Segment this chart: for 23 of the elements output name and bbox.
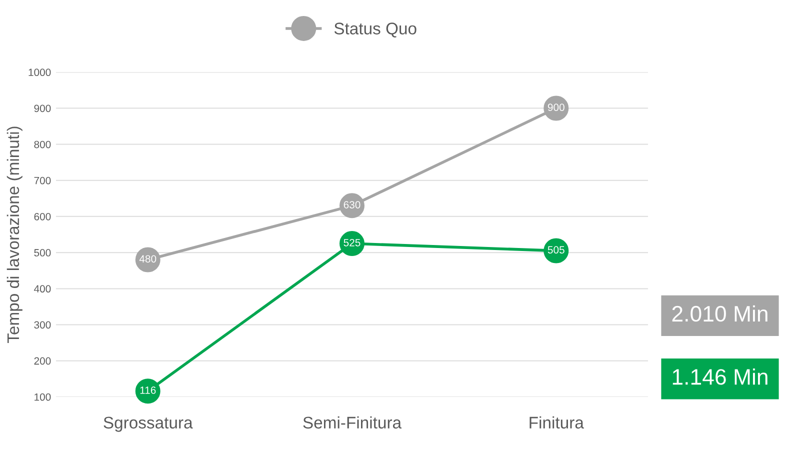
y-tick-label: 1000	[28, 68, 51, 76]
y-tick-label: 800	[34, 140, 51, 148]
y-tick-label: 600	[34, 212, 51, 220]
data-label: 116	[140, 386, 156, 394]
legend-label: Status Quo	[334, 22, 416, 38]
data-label: 480	[139, 255, 156, 263]
x-tick-label: Sgrossatura	[104, 416, 193, 432]
y-tick-label: 300	[34, 321, 51, 329]
x-tick-label: Finitura	[530, 416, 584, 429]
y-tick-label: 700	[34, 176, 51, 184]
data-label: 900	[548, 104, 564, 112]
y-tick-label: 500	[34, 249, 51, 256]
data-label: 525	[344, 238, 360, 246]
data-label: 505	[548, 246, 564, 254]
y-tick-label: 400	[34, 285, 51, 293]
x-tick-label: Semi-Finitura	[303, 416, 402, 429]
y-axis-title: Tempo di lavorazione (minuti)	[6, 126, 22, 343]
text: 2.010 Min	[672, 305, 768, 322]
y-tick-label: 100	[34, 393, 51, 401]
y-tick-label: 900	[34, 104, 51, 112]
y-tick-label: 200	[34, 357, 51, 365]
data-label: 630	[344, 201, 360, 208]
text: 1.146 Min	[672, 368, 768, 385]
